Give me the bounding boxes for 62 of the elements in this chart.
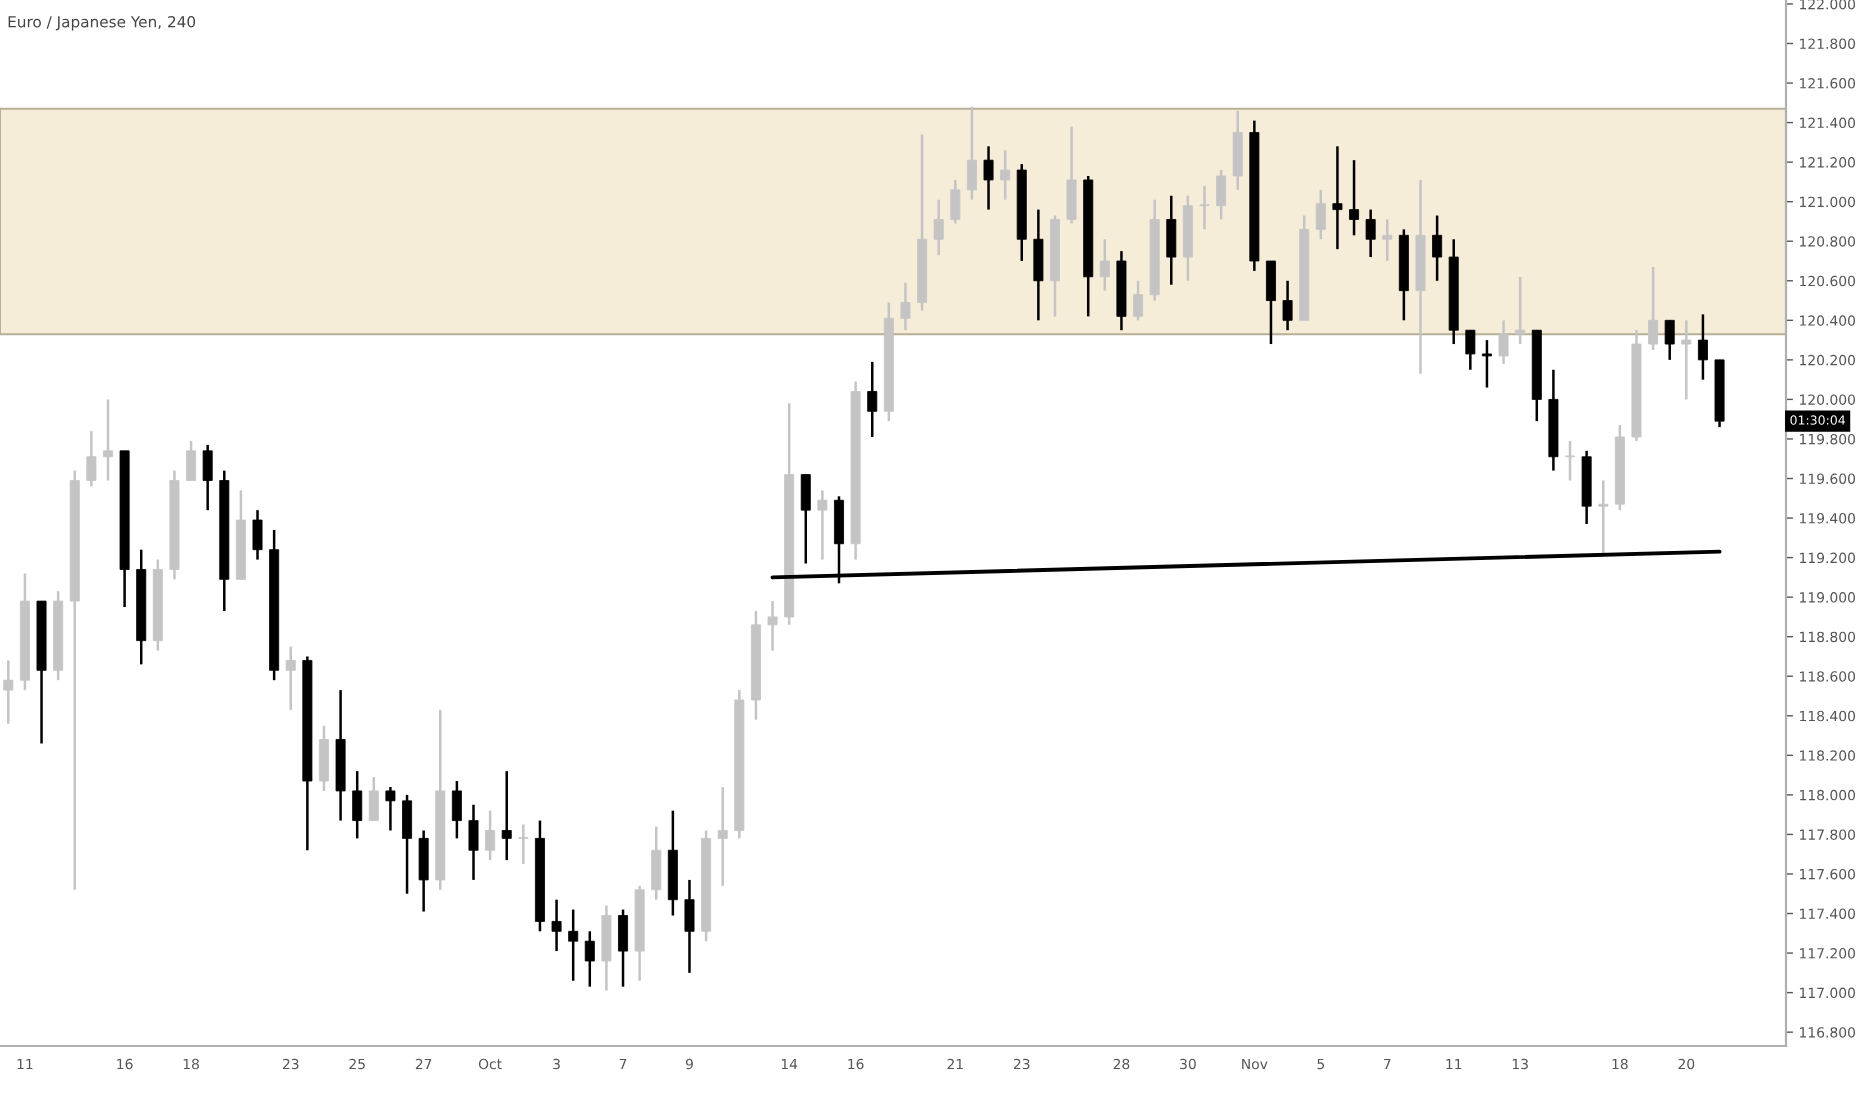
candlestick — [950, 178, 961, 225]
candlestick — [684, 878, 695, 975]
candlestick — [1365, 208, 1376, 259]
candlestick — [800, 473, 811, 565]
candlestick — [1349, 158, 1360, 237]
candlestick — [1465, 328, 1476, 372]
candlestick — [817, 489, 828, 561]
candlestick — [1648, 265, 1659, 352]
candlestick — [1133, 279, 1144, 322]
candlestick — [568, 908, 579, 982]
candlestick — [485, 809, 496, 862]
candlestick — [1332, 145, 1343, 251]
candlestick — [1432, 214, 1443, 283]
candlestick — [1565, 439, 1576, 482]
candlestick — [518, 823, 529, 866]
candlestick — [1066, 125, 1077, 225]
candlestick — [352, 769, 363, 840]
candlestick — [651, 825, 662, 901]
candlestick — [551, 898, 562, 953]
candlestick — [1498, 319, 1509, 366]
candlestick — [385, 785, 396, 832]
candlestick — [252, 508, 263, 561]
candlestick — [1000, 149, 1011, 201]
candlestick — [1681, 319, 1692, 401]
candlestick — [933, 198, 944, 257]
candlestick — [418, 829, 429, 913]
candlestick — [1481, 338, 1492, 389]
candlestick — [767, 599, 778, 652]
candlestick — [1099, 238, 1110, 292]
candlestick — [601, 904, 612, 992]
candlestick — [186, 439, 197, 482]
candlestick — [1033, 208, 1044, 322]
candlestick — [202, 443, 213, 512]
candlestick — [451, 779, 462, 840]
candlestick — [1265, 259, 1276, 346]
candlestick — [1216, 168, 1227, 221]
candlestick — [1515, 275, 1526, 346]
candlestick — [402, 793, 413, 895]
candlestick — [3, 659, 14, 725]
candlestick — [285, 645, 296, 712]
candlestick — [1166, 194, 1177, 286]
candlestick — [900, 281, 911, 332]
candlestick — [368, 775, 379, 822]
candlestick — [86, 429, 97, 488]
candlestick — [983, 145, 994, 211]
candlestick — [584, 930, 595, 988]
candlestick — [103, 398, 113, 482]
candlestick — [618, 908, 629, 988]
candlestick — [1697, 313, 1708, 381]
candlestick — [1199, 184, 1210, 231]
candlestick — [717, 785, 728, 888]
candlestick — [966, 105, 977, 201]
candlestick — [867, 360, 878, 439]
candlestick — [1232, 109, 1243, 192]
candlestick — [501, 769, 512, 862]
candlestick — [1282, 279, 1293, 332]
candlestick — [468, 803, 479, 882]
candlestick — [1664, 319, 1675, 362]
candlestick — [1382, 218, 1393, 263]
candlestick — [318, 724, 329, 793]
candlestick — [1598, 479, 1609, 555]
candlestick — [1315, 188, 1326, 241]
